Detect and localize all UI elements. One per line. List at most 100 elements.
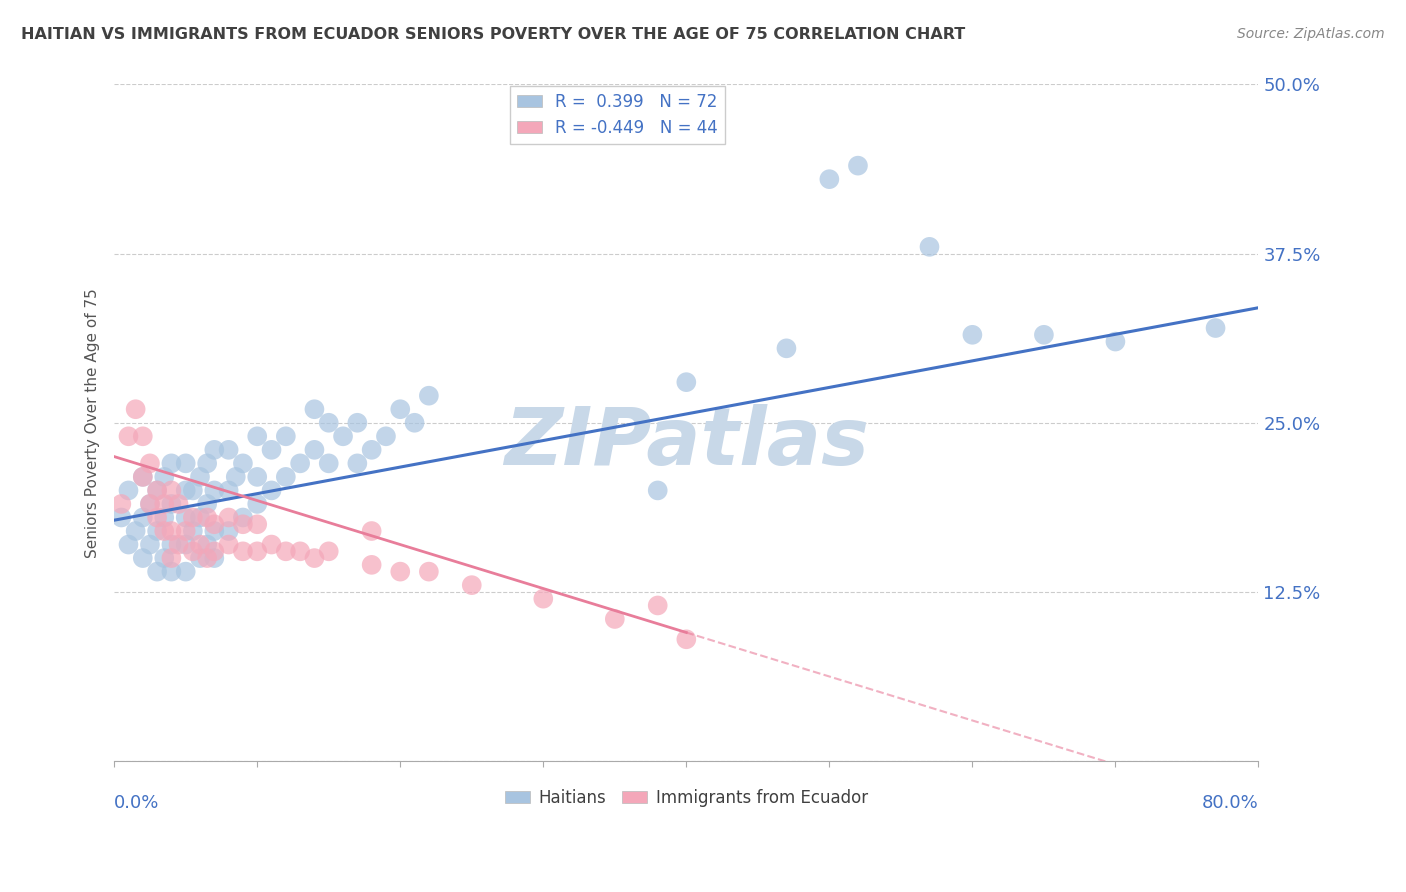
Point	[304, 402, 326, 417]
Point	[110, 497, 132, 511]
Point	[146, 483, 169, 498]
Point	[531, 591, 554, 606]
Point	[160, 551, 183, 566]
Point	[139, 497, 162, 511]
Point	[146, 510, 169, 524]
Point	[360, 558, 382, 572]
Point	[146, 524, 169, 538]
Point	[117, 429, 139, 443]
Point	[160, 497, 183, 511]
Point	[246, 544, 269, 558]
Point	[167, 497, 190, 511]
Point	[1104, 334, 1126, 349]
Point	[181, 544, 204, 558]
Point	[318, 456, 340, 470]
Point	[132, 470, 155, 484]
Point	[174, 537, 197, 551]
Point	[318, 544, 340, 558]
Point	[139, 497, 162, 511]
Point	[181, 524, 204, 538]
Point	[160, 524, 183, 538]
Point	[174, 483, 197, 498]
Point	[202, 517, 225, 532]
Point	[117, 537, 139, 551]
Y-axis label: Seniors Poverty Over the Age of 75: Seniors Poverty Over the Age of 75	[86, 288, 100, 558]
Point	[818, 172, 841, 186]
Point	[232, 544, 254, 558]
Point	[260, 442, 283, 457]
Point	[174, 510, 197, 524]
Point	[181, 483, 204, 498]
Point	[218, 524, 240, 538]
Point	[188, 470, 211, 484]
Point	[647, 483, 669, 498]
Text: HAITIAN VS IMMIGRANTS FROM ECUADOR SENIORS POVERTY OVER THE AGE OF 75 CORRELATIO: HAITIAN VS IMMIGRANTS FROM ECUADOR SENIO…	[21, 27, 966, 42]
Point	[232, 510, 254, 524]
Point	[181, 510, 204, 524]
Point	[195, 497, 218, 511]
Point	[232, 456, 254, 470]
Point	[346, 456, 368, 470]
Point	[603, 612, 626, 626]
Point	[461, 578, 484, 592]
Point	[139, 537, 162, 551]
Point	[375, 429, 398, 443]
Point	[195, 456, 218, 470]
Point	[195, 551, 218, 566]
Text: Source: ZipAtlas.com: Source: ZipAtlas.com	[1237, 27, 1385, 41]
Point	[188, 551, 211, 566]
Point	[846, 159, 869, 173]
Point	[225, 470, 247, 484]
Point	[124, 402, 146, 417]
Point	[195, 510, 218, 524]
Point	[132, 470, 155, 484]
Point	[202, 524, 225, 538]
Point	[160, 565, 183, 579]
Point	[288, 456, 311, 470]
Point	[246, 429, 269, 443]
Point	[160, 456, 183, 470]
Point	[304, 551, 326, 566]
Point	[304, 442, 326, 457]
Point	[218, 483, 240, 498]
Point	[675, 375, 697, 389]
Point	[195, 537, 218, 551]
Point	[246, 497, 269, 511]
Point	[418, 565, 440, 579]
Point	[332, 429, 354, 443]
Point	[232, 517, 254, 532]
Point	[389, 402, 412, 417]
Point	[360, 524, 382, 538]
Point	[1032, 327, 1054, 342]
Point	[188, 537, 211, 551]
Point	[132, 510, 155, 524]
Point	[110, 510, 132, 524]
Point	[117, 483, 139, 498]
Point	[174, 565, 197, 579]
Point	[174, 524, 197, 538]
Point	[1205, 321, 1227, 335]
Point	[160, 537, 183, 551]
Point	[153, 551, 176, 566]
Point	[146, 565, 169, 579]
Point	[202, 483, 225, 498]
Point	[318, 416, 340, 430]
Point	[274, 429, 297, 443]
Point	[360, 442, 382, 457]
Point	[962, 327, 984, 342]
Point	[647, 599, 669, 613]
Point	[218, 537, 240, 551]
Point	[260, 483, 283, 498]
Point	[246, 517, 269, 532]
Point	[404, 416, 426, 430]
Point	[202, 551, 225, 566]
Point	[153, 470, 176, 484]
Point	[202, 442, 225, 457]
Point	[153, 524, 176, 538]
Point	[246, 470, 269, 484]
Point	[153, 497, 176, 511]
Legend: Haitians, Immigrants from Ecuador: Haitians, Immigrants from Ecuador	[498, 782, 875, 814]
Point	[418, 389, 440, 403]
Point	[274, 470, 297, 484]
Point	[389, 565, 412, 579]
